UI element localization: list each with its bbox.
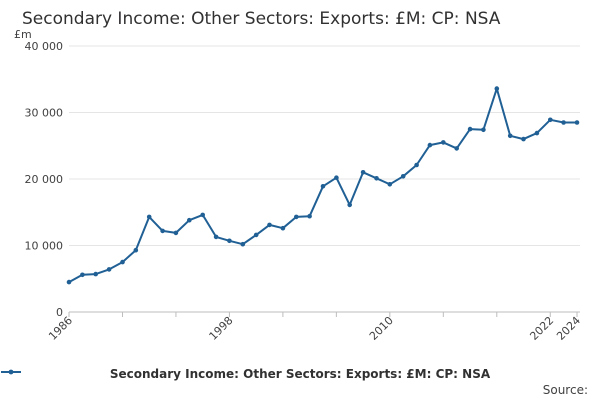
data-point [173, 230, 179, 236]
chart-title: Secondary Income: Other Sectors: Exports… [22, 9, 501, 29]
data-point [347, 202, 353, 208]
y-tick-label: 10 000 [25, 240, 64, 253]
data-point [507, 133, 513, 139]
data-point [320, 184, 326, 189]
data-point [294, 214, 299, 220]
data-point [240, 241, 246, 247]
y-tick-label: 30 000 [25, 107, 64, 120]
data-point [400, 174, 406, 179]
data-point [267, 222, 272, 228]
data-point [66, 279, 72, 285]
legend-label: Secondary Income: Other Sectors: Exports… [109, 367, 491, 381]
data-point [334, 175, 339, 180]
data-point [454, 146, 460, 151]
data-point [213, 234, 219, 240]
data-point [360, 170, 366, 175]
x-tick-label: 1998 [207, 314, 236, 343]
data-point [133, 247, 139, 253]
data-point [534, 130, 540, 136]
legend-line-icon [1, 369, 21, 375]
source-label: Source: [542, 383, 588, 397]
y-tick-label: 0 [56, 306, 63, 319]
data-point [93, 271, 98, 277]
data-point [307, 213, 312, 219]
data-point [200, 212, 205, 218]
data-point [387, 182, 393, 187]
data-point [146, 214, 152, 220]
data-point [441, 140, 446, 145]
data-point [521, 136, 526, 142]
data-point [561, 120, 566, 125]
data-point [481, 127, 486, 133]
data-point [494, 86, 500, 91]
y-tick-label: 20 000 [25, 173, 64, 186]
x-tick-label: 2024 [554, 314, 583, 343]
y-axis-unit: £m [14, 28, 32, 41]
x-tick-label: 1986 [46, 314, 75, 343]
data-point [414, 162, 419, 168]
data-point [374, 176, 379, 181]
data-point [548, 117, 553, 123]
data-point [187, 217, 192, 223]
data-point [227, 238, 232, 244]
data-point [253, 232, 259, 238]
data-point [80, 272, 85, 278]
data-point [280, 225, 286, 231]
y-tick-label: 40 000 [25, 40, 64, 53]
x-tick-label: 2022 [527, 314, 556, 343]
data-point [467, 126, 473, 132]
data-point [160, 228, 165, 234]
data-point [120, 259, 125, 265]
data-point [106, 267, 112, 272]
data-point [574, 120, 580, 125]
x-tick-label: 2010 [367, 314, 396, 343]
legend: Secondary Income: Other Sectors: Exports… [0, 367, 600, 381]
data-point [427, 142, 433, 148]
